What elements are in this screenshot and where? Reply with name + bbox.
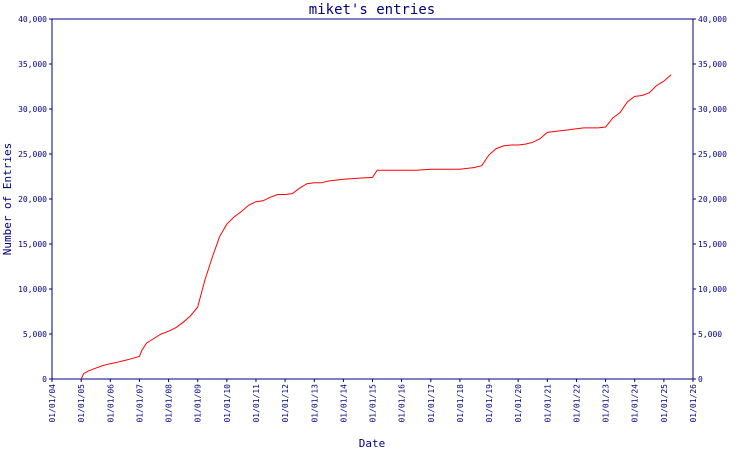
x-tick-label: 01/01/10 [223, 384, 232, 423]
y-tick-label-right: 40,000 [698, 15, 727, 24]
x-tick-label: 01/01/23 [602, 384, 611, 423]
y-tick-label-left: 0 [42, 375, 47, 384]
y-tick-label-right: 25,000 [698, 150, 727, 159]
x-tick-label: 01/01/13 [310, 384, 319, 423]
plot-frame [51, 18, 694, 380]
y-tick-label-right: 30,000 [698, 105, 727, 114]
y-tick-label-left: 25,000 [18, 150, 47, 159]
x-tick-label: 01/01/15 [369, 384, 378, 423]
chart-title: miket's entries [309, 2, 435, 18]
x-axis: 01/01/04 01/01/05 01/01/06 01/01/07 01/01/08… [48, 379, 698, 423]
y-tick-label-left: 20,000 [18, 195, 47, 204]
x-tick-label: 01/01/07 [135, 384, 144, 423]
series-group [80, 74, 672, 380]
y-tick-label-left: 10,000 [18, 285, 47, 294]
y-tick-label-left: 5,000 [23, 330, 47, 339]
y-tick-label-right: 10,000 [698, 285, 727, 294]
x-tick-label: 01/01/09 [194, 384, 203, 423]
x-tick-label: 01/01/22 [572, 384, 581, 423]
x-tick-label: 01/01/26 [689, 384, 698, 423]
y-tick-label-left: 30,000 [18, 105, 47, 114]
y-tick-label-left: 15,000 [18, 240, 47, 249]
x-tick-label: 01/01/11 [252, 384, 261, 423]
x-tick-label: 01/01/08 [165, 384, 174, 423]
x-tick-label: 01/01/16 [398, 384, 407, 423]
series-line [80, 74, 672, 380]
x-tick-label: 01/01/21 [543, 384, 552, 423]
x-tick-label: 01/01/06 [106, 384, 115, 423]
x-tick-label: 01/01/19 [485, 384, 494, 423]
y-tick-label-right: 15,000 [698, 240, 727, 249]
x-tick-label: 01/01/12 [281, 384, 290, 423]
y-tick-label-left: 35,000 [18, 60, 47, 69]
y-tick-label-right: 5,000 [698, 330, 722, 339]
y-tick-label-right: 20,000 [698, 195, 727, 204]
y-tick-label-left: 40,000 [18, 15, 47, 24]
x-tick-label: 01/01/20 [514, 384, 523, 423]
x-tick-label: 01/01/14 [339, 384, 348, 423]
x-tick-label: 01/01/18 [456, 384, 465, 423]
y-axis-label: Number of Entries [1, 143, 14, 256]
y-tick-label-right: 35,000 [698, 60, 727, 69]
x-tick-label: 01/01/25 [660, 384, 669, 423]
x-axis-label: Date [359, 437, 386, 450]
x-tick-label: 01/01/04 [48, 384, 57, 423]
y-tick-label-right: 0 [698, 375, 703, 384]
x-tick-label: 01/01/05 [77, 384, 86, 423]
x-tick-label: 01/01/24 [631, 384, 640, 423]
x-tick-label: 01/01/17 [427, 384, 436, 423]
y-axis-right: 0 5,000 10,000 15,000 20,000 25,000 30,000 35,0… [693, 15, 727, 384]
y-axis-left: 0 5,000 10,000 15,000 20,000 25,000 30,000 35,0… [18, 15, 52, 384]
